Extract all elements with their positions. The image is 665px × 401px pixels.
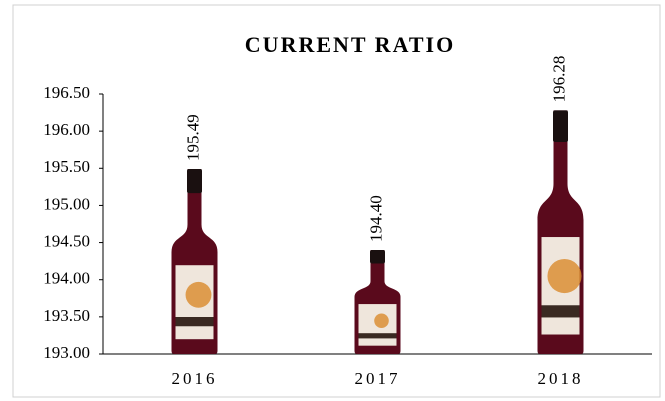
value-label: 194.40 [366, 195, 385, 242]
label-art [186, 282, 212, 308]
label-art [374, 313, 389, 328]
bottle-cap [370, 250, 385, 264]
chart-title: CURRENT RATIO [245, 32, 455, 57]
value-label: 196.28 [549, 56, 568, 103]
chart: CURRENT RATIO 193.00 193.50 194.00 194.50 19… [0, 0, 665, 401]
y-tick-label: 196.50 [43, 83, 90, 102]
label-art [547, 259, 581, 293]
x-tick-label: 2016 [172, 369, 218, 388]
y-tick-label: 193.50 [43, 306, 90, 325]
y-tick-label: 196.00 [43, 120, 90, 139]
bottle-cap [187, 169, 202, 193]
label-band [542, 305, 580, 317]
label-band [176, 317, 214, 326]
y-tick-label: 194.00 [43, 269, 90, 288]
y-tick-label: 194.50 [43, 231, 90, 250]
y-tick-label: 195.00 [43, 194, 90, 213]
y-tick-label: 195.50 [43, 157, 90, 176]
y-tick-label: 193.00 [43, 343, 90, 362]
x-tick-label: 2018 [538, 369, 584, 388]
x-tick-label: 2017 [355, 369, 401, 388]
value-label: 195.49 [183, 114, 202, 161]
label-band [359, 333, 397, 338]
bottle-cap [553, 110, 568, 142]
